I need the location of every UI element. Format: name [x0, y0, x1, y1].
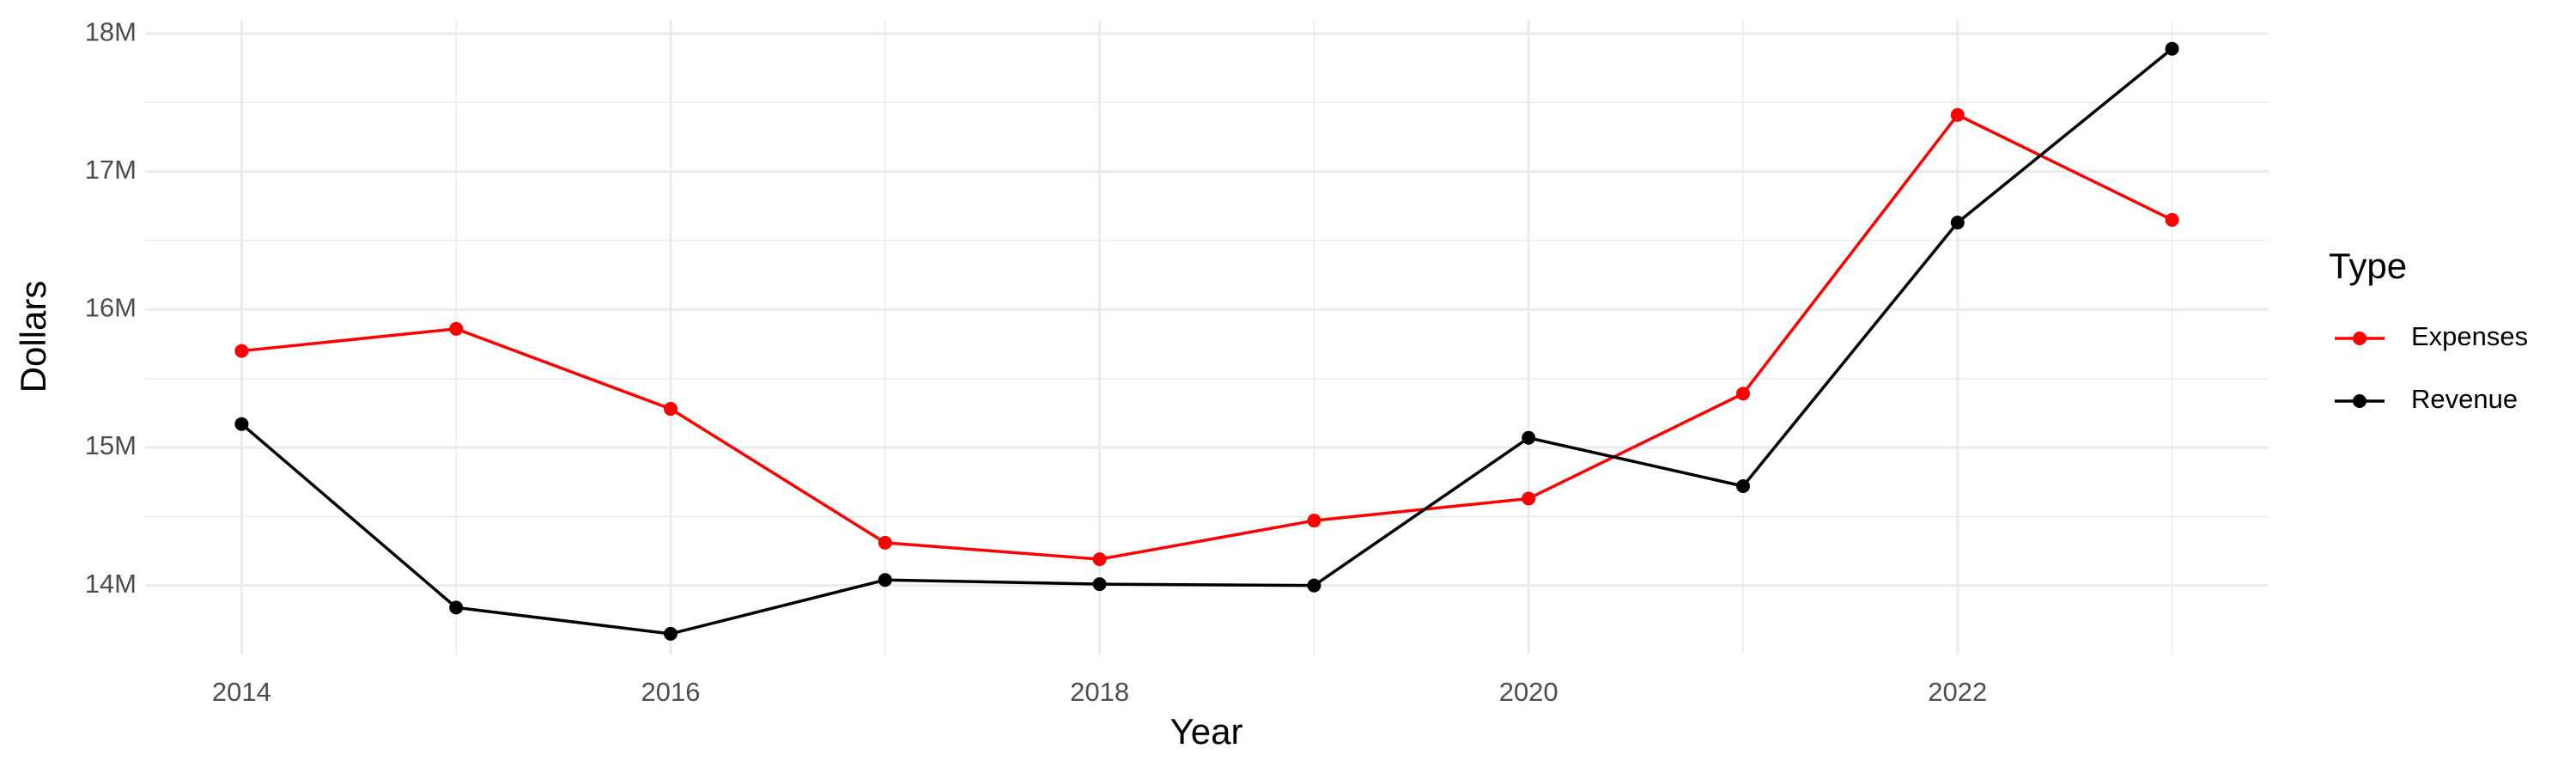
legend-label: Revenue [2411, 384, 2518, 414]
x-tick-label: 2016 [641, 677, 701, 707]
data-point [449, 321, 464, 336]
data-point [1735, 386, 1750, 401]
data-point [1950, 107, 1965, 122]
data-point [1735, 479, 1750, 494]
data-point [234, 344, 249, 358]
data-point [234, 417, 249, 431]
data-point [1522, 430, 1536, 445]
y-axis-title: Dollars [13, 281, 53, 393]
data-point [1092, 577, 1107, 592]
x-axis-title: Year [1170, 711, 1243, 752]
legend-key-point [2353, 394, 2366, 408]
x-tick-label: 2018 [1070, 677, 1129, 707]
x-tick-label: 2022 [1928, 677, 1987, 707]
y-tick-label: 18M [85, 16, 137, 46]
y-tick-label: 16M [85, 293, 137, 323]
y-tick-label: 14M [85, 569, 137, 599]
data-point [664, 626, 678, 641]
series-line [240, 47, 2173, 636]
series-line [241, 113, 2173, 561]
data-point [1950, 216, 1965, 230]
data-point [449, 600, 464, 615]
y-tick-label: 17M [85, 155, 137, 185]
y-tick-label: 15M [85, 430, 137, 460]
data-point [2165, 41, 2179, 56]
data-point [1092, 552, 1107, 567]
legend-key-point [2353, 332, 2366, 345]
data-point [2165, 212, 2179, 227]
data-point [1307, 578, 1321, 593]
data-point [1307, 514, 1321, 528]
x-tick-label: 2020 [1499, 677, 1558, 707]
data-point [664, 402, 678, 417]
legend-label: Expenses [2411, 321, 2528, 351]
x-tick-label: 2014 [212, 677, 271, 707]
data-point [878, 535, 892, 550]
legend-title: Type [2329, 246, 2407, 286]
data-point [1522, 491, 1536, 506]
data-point [878, 573, 892, 587]
